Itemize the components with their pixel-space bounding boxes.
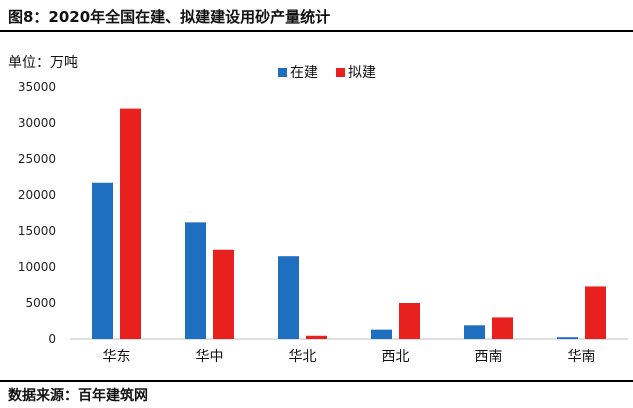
x-tick-label: 西南 (475, 349, 503, 365)
bar-planned (213, 249, 234, 339)
legend-label: 在建 (290, 65, 318, 81)
y-tick-label: 25000 (18, 152, 56, 166)
legend-swatch (278, 68, 287, 77)
x-tick-label: 华东 (103, 349, 131, 365)
y-tick-label: 30000 (18, 116, 56, 130)
x-tick-label: 华南 (568, 349, 596, 365)
title-divider (0, 30, 633, 32)
bar-planned (492, 317, 513, 339)
y-tick-label: 15000 (18, 224, 56, 238)
chart-title: 图8：2020年全国在建、拟建建设用砂产量统计 (8, 8, 331, 26)
source-note: 数据来源：百年建筑网 (8, 388, 148, 404)
y-tick-label: 10000 (18, 260, 56, 274)
legend-swatch (336, 68, 345, 77)
bar-in-construction (371, 329, 392, 339)
x-tick-label: 华中 (196, 349, 224, 365)
y-tick-label: 5000 (25, 296, 56, 310)
y-tick-label: 20000 (18, 188, 56, 202)
y-tick-label: 35000 (18, 80, 56, 94)
x-tick-label: 华北 (289, 349, 317, 365)
bar-in-construction (92, 182, 113, 339)
bar-planned (585, 286, 606, 339)
legend-label: 拟建 (348, 65, 376, 81)
bar-planned (120, 108, 141, 339)
bar-planned (399, 303, 420, 339)
bar-in-construction (278, 256, 299, 339)
footer-divider (0, 380, 633, 382)
y-tick-label: 0 (48, 332, 56, 346)
bar-in-construction (185, 222, 206, 339)
bar-in-construction (557, 337, 578, 339)
bar-in-construction (464, 325, 485, 339)
bar-planned (306, 335, 327, 339)
x-tick-label: 西北 (382, 349, 410, 365)
y-axis-unit-label: 单位：万吨 (8, 55, 78, 71)
